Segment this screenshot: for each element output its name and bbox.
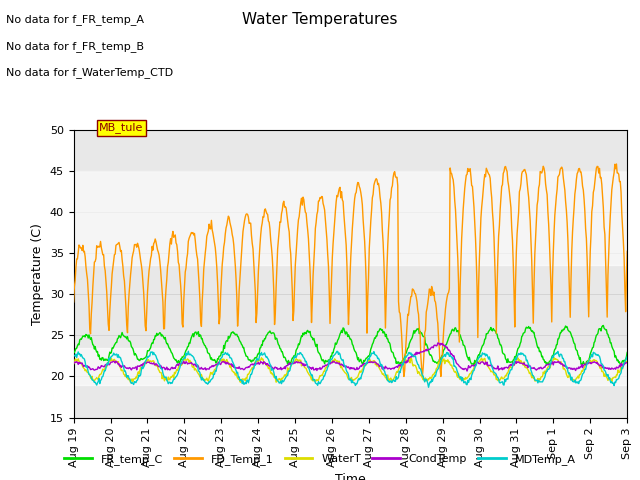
- Legend: FR_temp_C, FD_Temp_1, WaterT, CondTemp, MDTemp_A: FR_temp_C, FD_Temp_1, WaterT, CondTemp, …: [60, 450, 580, 469]
- X-axis label: Time: Time: [335, 472, 366, 480]
- Bar: [74, 171, 627, 265]
- Bar: [74, 348, 627, 384]
- Y-axis label: Temperature (C): Temperature (C): [31, 223, 44, 324]
- Text: Water Temperatures: Water Temperatures: [243, 12, 397, 27]
- Text: No data for f_WaterTemp_CTD: No data for f_WaterTemp_CTD: [6, 67, 173, 78]
- Text: No data for f_FR_temp_A: No data for f_FR_temp_A: [6, 14, 145, 25]
- Text: MB_tule: MB_tule: [99, 122, 143, 133]
- Text: No data for f_FR_temp_B: No data for f_FR_temp_B: [6, 41, 145, 52]
